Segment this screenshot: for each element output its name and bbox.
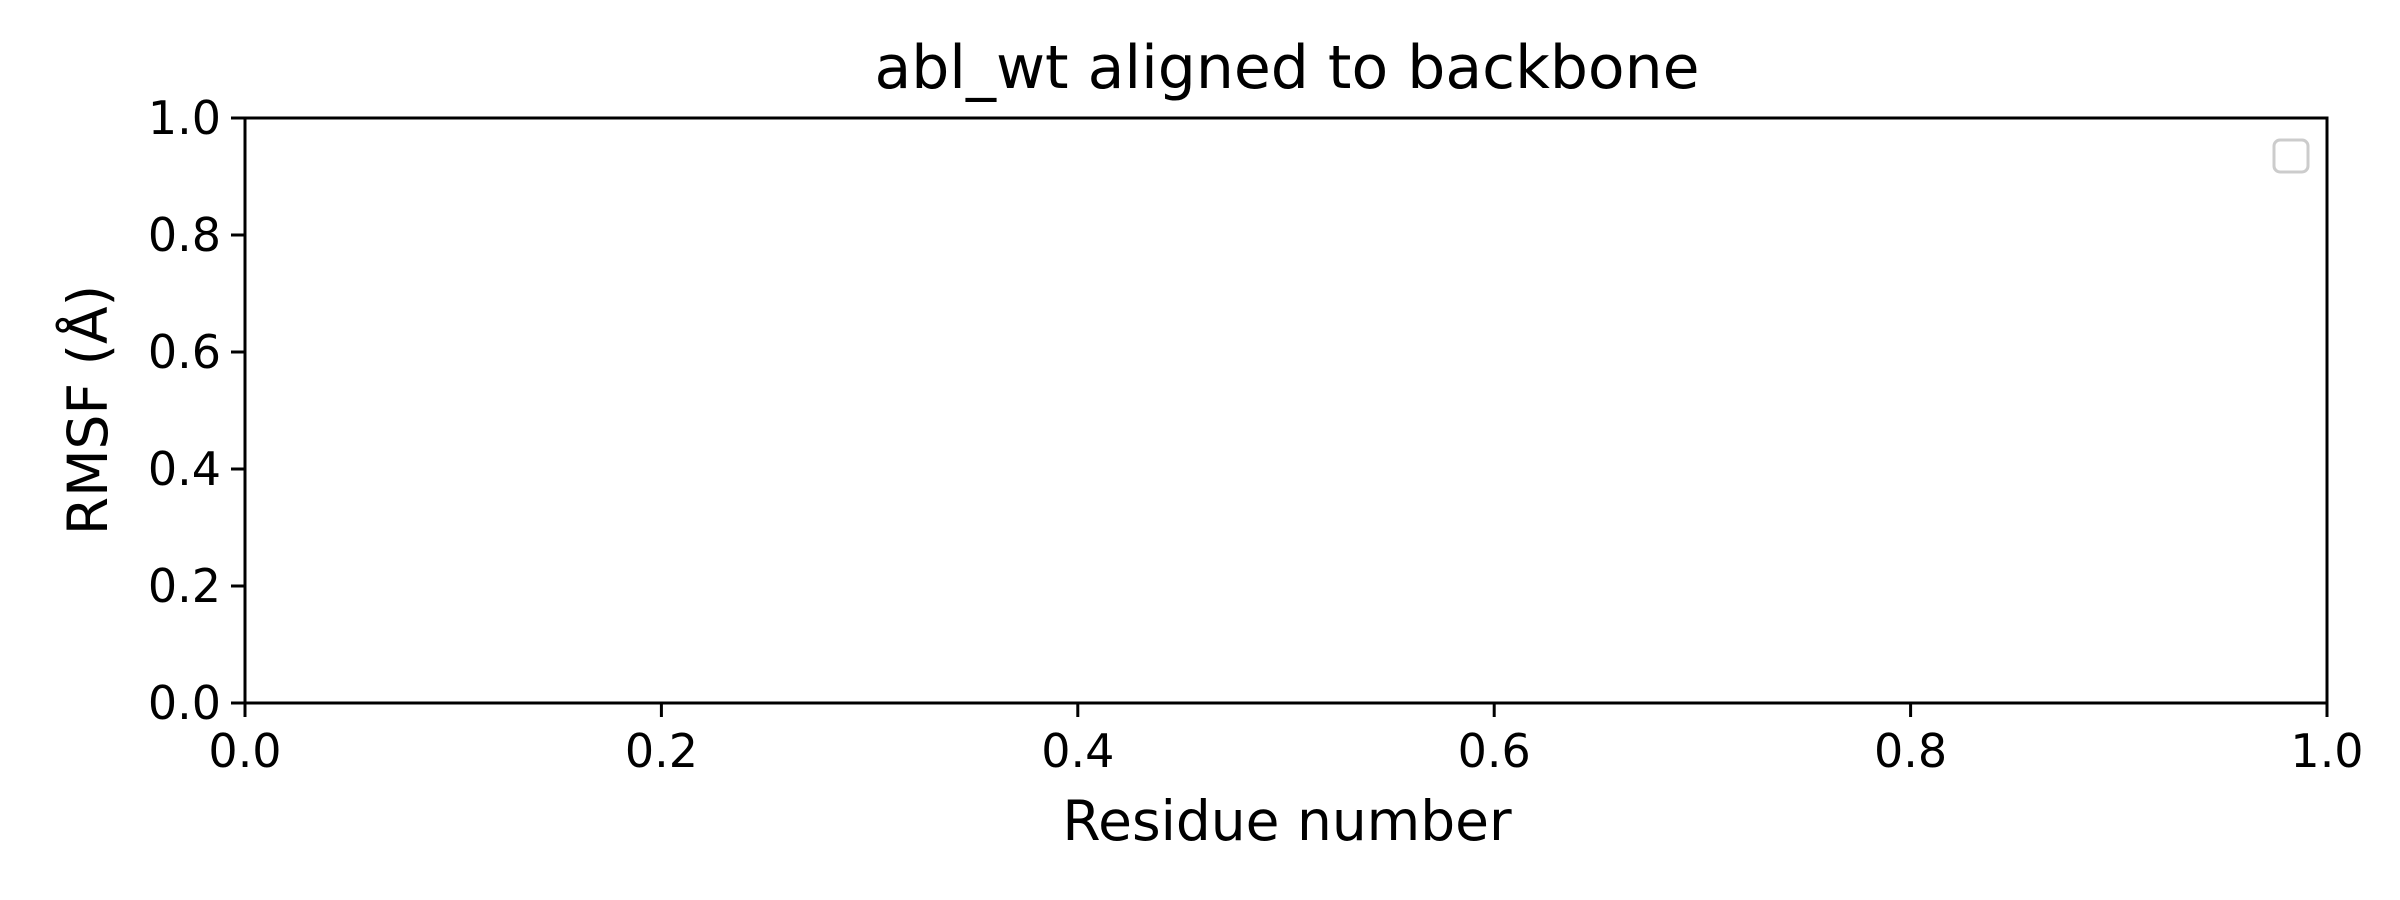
axes-frame <box>243 116 2329 705</box>
x-tick-label: 1.0 <box>2290 724 2363 778</box>
chart-title: abl_wt aligned to backbone <box>874 33 1699 103</box>
x-tick-label: 0.4 <box>1041 724 1114 778</box>
x-tick-label: 0.2 <box>625 724 698 778</box>
y-tick-label: 0.0 <box>148 676 221 730</box>
legend-box[interactable] <box>2272 138 2310 174</box>
y-tick-label: 0.8 <box>148 208 221 262</box>
x-tick-label: 0.0 <box>208 724 281 778</box>
y-tick-label: 1.0 <box>148 91 221 145</box>
y-axis: 0.0 0.2 0.4 0.6 0.8 1.0 <box>148 91 245 730</box>
y-tick-label: 0.6 <box>148 325 221 379</box>
y-axis-label: RMSF (Å) <box>55 285 120 535</box>
x-axis: 0.0 0.2 0.4 0.6 0.8 1.0 <box>208 703 2364 778</box>
plot-area <box>243 116 2329 705</box>
y-tick-label: 0.2 <box>148 559 221 613</box>
x-tick-label: 0.8 <box>1874 724 1947 778</box>
x-axis-label: Residue number <box>1062 789 1512 853</box>
x-tick-label: 0.6 <box>1458 724 1531 778</box>
y-tick-label: 0.4 <box>148 442 221 496</box>
